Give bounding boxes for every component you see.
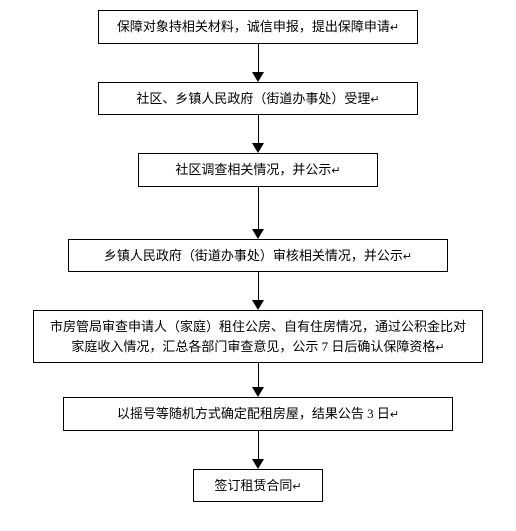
flow-arrow bbox=[252, 272, 264, 310]
return-mark-icon: ↵ bbox=[435, 340, 444, 357]
return-mark-icon: ↵ bbox=[403, 249, 412, 266]
flow-arrow bbox=[252, 187, 264, 239]
flow-arrow bbox=[252, 44, 264, 82]
arrow-head-icon bbox=[252, 387, 264, 397]
flow-node-n4: 乡镇人民政府（街道办事处）审核相关情况，并公示↵ bbox=[68, 239, 448, 273]
flow-arrow bbox=[252, 431, 264, 469]
flow-node-n1: 保障对象持相关材料，诚信申报，提出保障申请↵ bbox=[98, 10, 418, 44]
return-mark-icon: ↵ bbox=[390, 20, 399, 37]
arrow-head-icon bbox=[252, 143, 264, 153]
flow-node-text: 以摇号等随机方式确定配租房屋，结果公告 3 日 bbox=[117, 406, 390, 421]
flow-node-text: 保障对象持相关材料，诚信申报，提出保障申请 bbox=[117, 19, 390, 34]
flow-node-n3: 社区调查相关情况，并公示↵ bbox=[138, 153, 378, 187]
flow-node-n7: 签订租赁合同↵ bbox=[193, 469, 323, 503]
flow-node-n2: 社区、乡镇人民政府（街道办事处）受理↵ bbox=[98, 82, 418, 116]
flow-node-text: 社区、乡镇人民政府（街道办事处）受理 bbox=[136, 91, 370, 106]
flowchart-container: 保障对象持相关材料，诚信申报，提出保障申请↵社区、乡镇人民政府（街道办事处）受理… bbox=[10, 10, 506, 502]
flow-node-text: 社区调查相关情况，并公示 bbox=[175, 162, 331, 177]
flow-arrow bbox=[252, 115, 264, 153]
arrow-line bbox=[258, 115, 259, 143]
return-mark-icon: ↵ bbox=[370, 92, 379, 109]
flow-node-text: 市房管局审查申请人（家庭）租住公房、自有住房情况，通过公积金比对家庭收入情况，汇… bbox=[50, 319, 466, 354]
flow-arrow bbox=[252, 363, 264, 397]
arrow-line bbox=[258, 272, 259, 300]
arrow-head-icon bbox=[252, 229, 264, 239]
arrow-line bbox=[258, 363, 259, 387]
arrow-head-icon bbox=[252, 72, 264, 82]
return-mark-icon: ↵ bbox=[331, 163, 340, 180]
arrow-line bbox=[258, 431, 259, 459]
return-mark-icon: ↵ bbox=[292, 479, 301, 496]
arrow-line bbox=[258, 187, 259, 229]
return-mark-icon: ↵ bbox=[390, 407, 399, 424]
flow-node-text: 签订租赁合同 bbox=[214, 478, 292, 493]
arrow-line bbox=[258, 44, 259, 72]
flow-node-n5: 市房管局审查申请人（家庭）租住公房、自有住房情况，通过公积金比对家庭收入情况，汇… bbox=[33, 310, 483, 363]
flow-node-text: 乡镇人民政府（街道办事处）审核相关情况，并公示 bbox=[104, 248, 403, 263]
flow-node-n6: 以摇号等随机方式确定配租房屋，结果公告 3 日↵ bbox=[63, 397, 453, 431]
arrow-head-icon bbox=[252, 459, 264, 469]
arrow-head-icon bbox=[252, 300, 264, 310]
